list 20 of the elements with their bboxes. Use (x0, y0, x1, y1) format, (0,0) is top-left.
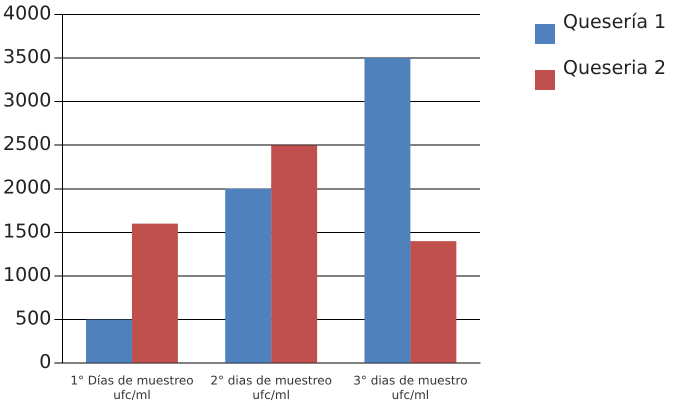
y-tick-label: 1500 (2, 220, 52, 242)
y-tick-label: 3500 (2, 46, 52, 68)
legend-label: Quesería 1 (563, 10, 668, 35)
bar (132, 224, 178, 363)
y-tick-label: 1000 (2, 264, 52, 286)
y-tick-label: 2500 (2, 133, 52, 156)
bar (271, 145, 318, 363)
y-tick-label: 0 (39, 351, 52, 374)
x-tick-label: 1° Días de muestreo ufc/ml (70, 374, 194, 402)
legend-label: Queseria 2 (563, 56, 668, 81)
bar (410, 241, 456, 363)
bar (364, 58, 410, 363)
y-tick-label: 500 (15, 308, 52, 330)
x-tick-label: 3° dias de muestro ufc/ml (353, 374, 468, 402)
y-tick-label: 2000 (2, 176, 52, 199)
y-tick-label: 4000 (2, 2, 52, 24)
y-tick-label: 3000 (2, 90, 52, 112)
x-tick-label: 2° dias de muestreo ufc/ml (210, 374, 332, 402)
bar (86, 320, 132, 363)
bar (225, 188, 272, 363)
